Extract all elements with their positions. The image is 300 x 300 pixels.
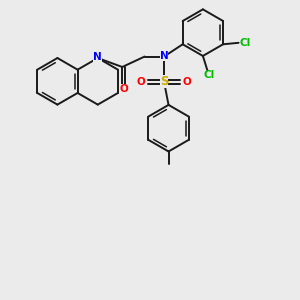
Text: O: O (183, 77, 192, 87)
Text: O: O (119, 84, 128, 94)
Text: N: N (160, 51, 168, 61)
Text: O: O (136, 77, 145, 87)
Text: Cl: Cl (203, 70, 214, 80)
Text: Cl: Cl (239, 38, 251, 48)
Text: S: S (160, 75, 168, 88)
Text: N: N (93, 52, 102, 62)
